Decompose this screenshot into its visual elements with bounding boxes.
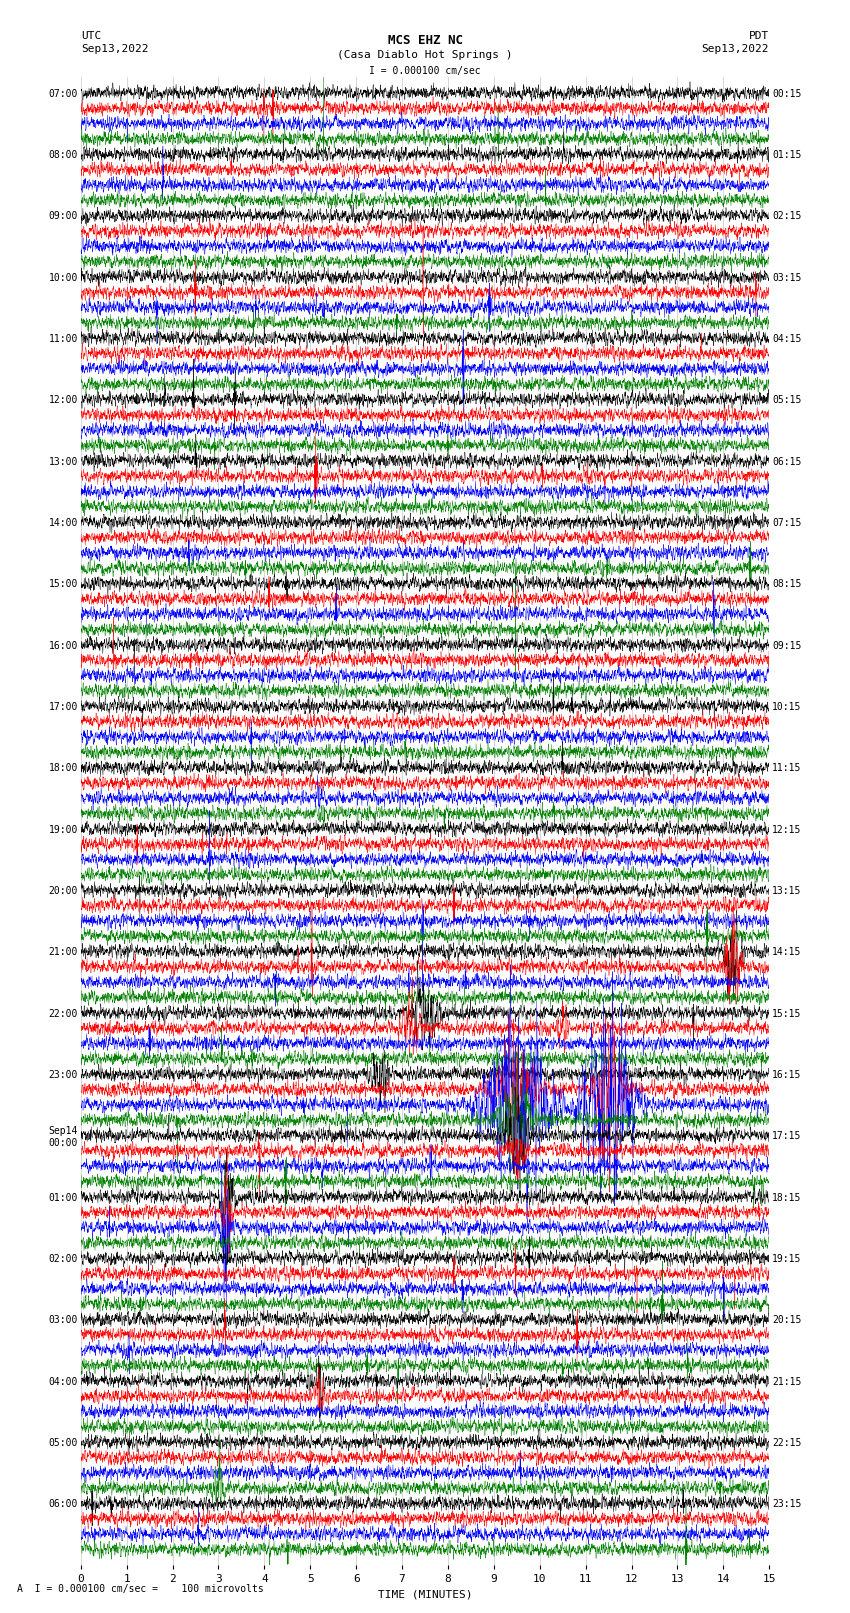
Text: Sep13,2022: Sep13,2022 xyxy=(702,44,769,53)
Text: PDT: PDT xyxy=(749,31,769,40)
Text: A  I = 0.000100 cm/sec =    100 microvolts: A I = 0.000100 cm/sec = 100 microvolts xyxy=(17,1584,264,1594)
Text: Sep13,2022: Sep13,2022 xyxy=(81,44,148,53)
Text: MCS EHZ NC: MCS EHZ NC xyxy=(388,34,462,47)
Text: UTC: UTC xyxy=(81,31,101,40)
Text: I = 0.000100 cm/sec: I = 0.000100 cm/sec xyxy=(369,66,481,76)
Text: (Casa Diablo Hot Springs ): (Casa Diablo Hot Springs ) xyxy=(337,50,513,60)
X-axis label: TIME (MINUTES): TIME (MINUTES) xyxy=(377,1589,473,1598)
